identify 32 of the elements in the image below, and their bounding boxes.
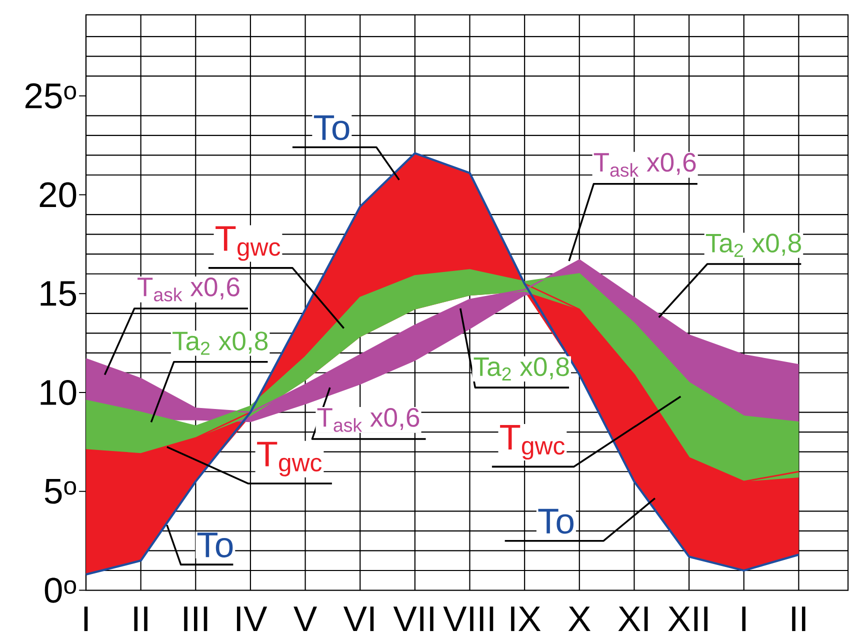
text: To	[314, 116, 350, 140]
x-tick-label: I	[742, 606, 746, 632]
x-tick-label: XII	[668, 606, 708, 632]
x-tick-label: XI	[618, 606, 648, 632]
series-label: Ta$_{2}$ x0,8	[172, 332, 268, 355]
x-tick-label: VII	[393, 606, 434, 632]
series-label: To	[197, 532, 233, 558]
y-tick-label: 5$^{o}$	[44, 479, 76, 504]
y-tick-label: 20	[40, 182, 76, 208]
text: Ta$_{2}$ x0,8	[706, 234, 801, 258]
text: T$_{gwc}$	[500, 425, 565, 460]
x-tick-label: IX	[511, 606, 541, 632]
x-tick-label: X	[568, 606, 591, 632]
text: Ta$_{2}$ x0,8	[474, 357, 569, 381]
y-tick-label: 10	[40, 380, 76, 406]
y-tick-label: 25$^{o}$	[25, 83, 76, 109]
x-tick-label: IV	[236, 606, 268, 632]
y-tick-label: 0$^{o}$	[44, 578, 76, 604]
x-tick-label: VIII	[443, 606, 494, 632]
x-tick-label: VI	[343, 606, 374, 632]
x-tick-label: V	[294, 606, 317, 632]
x-tick-label: II	[792, 606, 806, 632]
x-tick-label: III	[184, 606, 208, 632]
series-label: T$_{gwc}$	[257, 442, 322, 477]
text: T$_{ask}$ x0,6	[594, 153, 696, 177]
y-tick-label: 15	[40, 281, 76, 306]
x-tick-label: I	[84, 606, 88, 632]
text: T$_{ask}$ x0,6	[138, 278, 240, 302]
series-label: T$_{ask}$ x0,6	[317, 408, 420, 432]
text: T$_{gwc}$	[216, 226, 280, 261]
text: To	[538, 509, 574, 534]
x-tick-label: II	[134, 606, 148, 632]
